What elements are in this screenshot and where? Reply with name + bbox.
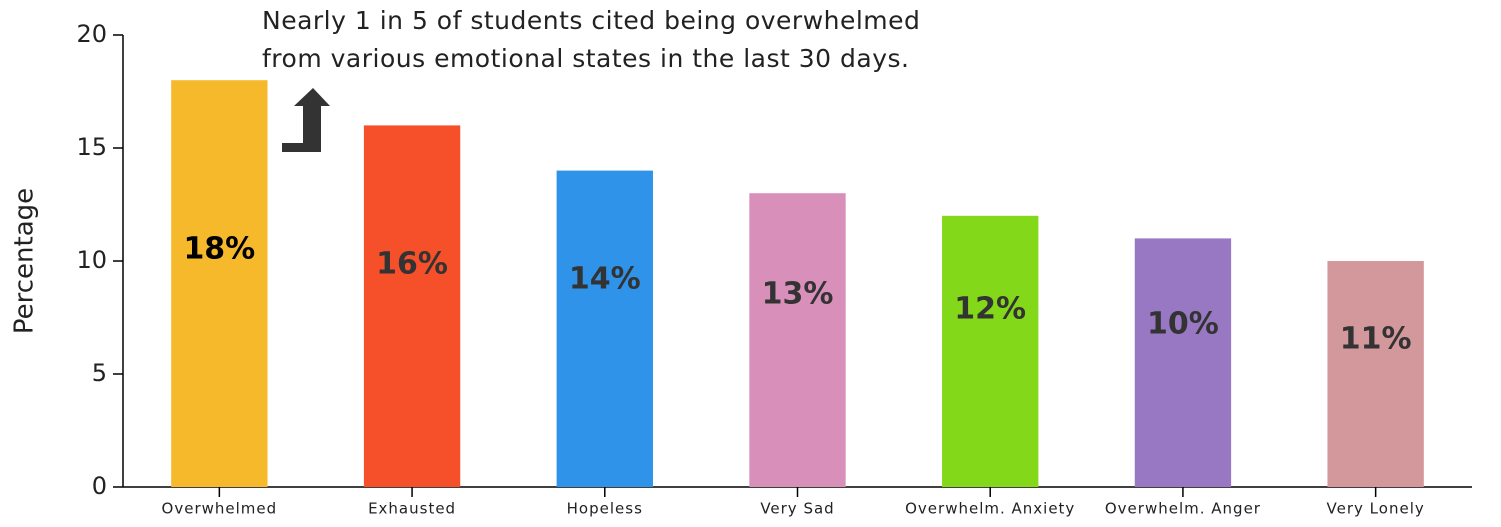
bar [1134, 238, 1232, 487]
bar [942, 215, 1039, 488]
x-tick-label: Overwhelmed [162, 500, 278, 518]
bar-label: 18% [183, 232, 255, 267]
bar [1327, 261, 1424, 487]
annotation: Nearly 1 in 5 of students cited being ov… [262, 6, 920, 35]
x-tick-label: Overwhelm. Anxiety [905, 500, 1075, 518]
arrow-icon [282, 88, 330, 152]
y-tick-label: 20 [76, 20, 107, 48]
y-tick-label: 5 [92, 359, 107, 387]
y-tick-label: 15 [76, 133, 107, 161]
bar [171, 80, 268, 487]
x-tick-label: Very Sad [760, 500, 834, 518]
bar-label: 11% [1340, 322, 1412, 357]
x-tick-label: Exhausted [368, 500, 456, 518]
x-tick-label: Overwhelm. Anger [1105, 500, 1261, 518]
y-axis-label: Percentage [10, 188, 40, 334]
x-tick-label: Hopeless [567, 500, 643, 518]
x-tick-label: Very Lonely [1327, 500, 1425, 518]
y-tick-label: 0 [92, 472, 107, 500]
annotation: from various emotional states in the las… [262, 44, 909, 73]
y-tick-label: 10 [76, 246, 107, 274]
bar-label: 12% [954, 292, 1026, 327]
bar [556, 170, 653, 487]
bar-label: 10% [1147, 307, 1219, 342]
bar-label: 16% [376, 247, 448, 282]
bar [749, 193, 846, 487]
bar-label: 14% [569, 262, 641, 297]
bar [363, 125, 461, 488]
bar-label: 13% [762, 277, 834, 312]
